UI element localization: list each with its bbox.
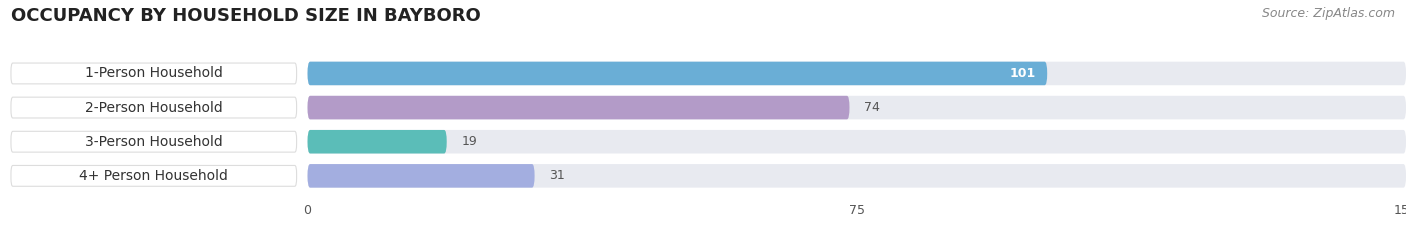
FancyBboxPatch shape	[308, 62, 1047, 85]
Text: 1-Person Household: 1-Person Household	[84, 66, 222, 80]
FancyBboxPatch shape	[308, 130, 447, 154]
FancyBboxPatch shape	[308, 96, 1406, 119]
Text: 31: 31	[550, 169, 565, 182]
Text: 101: 101	[1010, 67, 1036, 80]
FancyBboxPatch shape	[11, 63, 297, 84]
FancyBboxPatch shape	[308, 96, 849, 119]
FancyBboxPatch shape	[11, 165, 297, 186]
FancyBboxPatch shape	[11, 131, 297, 152]
Text: 3-Person Household: 3-Person Household	[84, 135, 222, 149]
FancyBboxPatch shape	[11, 97, 297, 118]
FancyBboxPatch shape	[308, 164, 534, 188]
Text: 74: 74	[865, 101, 880, 114]
Text: 19: 19	[461, 135, 477, 148]
FancyBboxPatch shape	[308, 62, 1406, 85]
FancyBboxPatch shape	[308, 130, 1406, 154]
Text: OCCUPANCY BY HOUSEHOLD SIZE IN BAYBORO: OCCUPANCY BY HOUSEHOLD SIZE IN BAYBORO	[11, 7, 481, 25]
Text: 4+ Person Household: 4+ Person Household	[79, 169, 228, 183]
Text: 2-Person Household: 2-Person Household	[84, 101, 222, 115]
Text: Source: ZipAtlas.com: Source: ZipAtlas.com	[1261, 7, 1395, 20]
FancyBboxPatch shape	[308, 164, 1406, 188]
